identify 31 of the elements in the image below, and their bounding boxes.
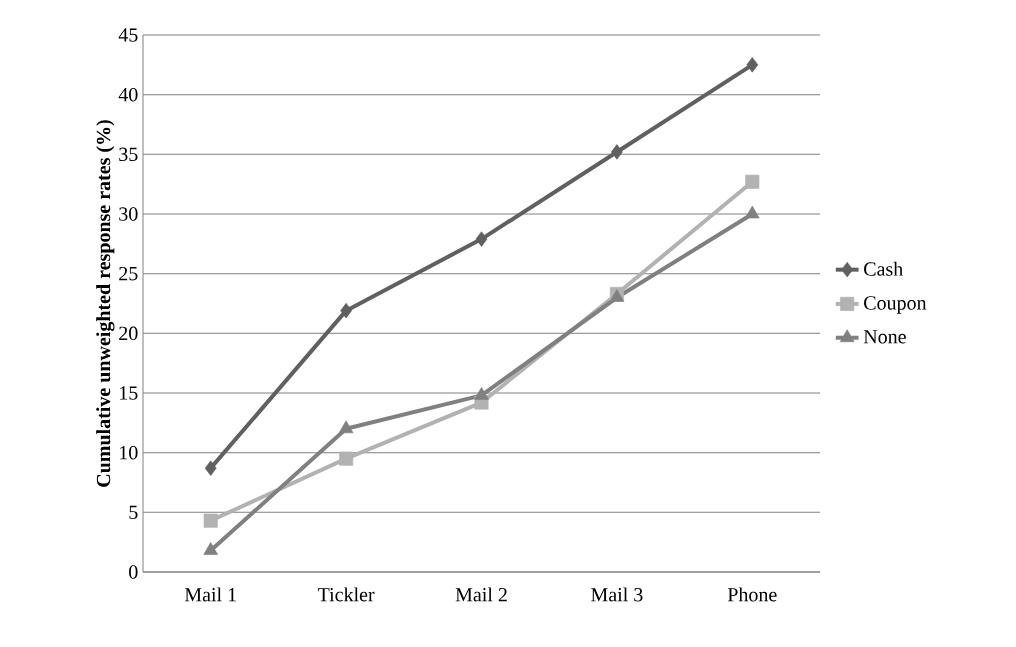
point [474,387,489,400]
point [339,451,354,466]
point [746,57,759,73]
point [340,302,352,319]
legend-label: Coupon [864,296,927,314]
point [338,420,354,434]
y-tick-label: 15 [120,386,138,400]
x-tick-label: Mail 3 [591,587,643,602]
point [203,513,218,528]
x-tick-label: Mail 1 [184,587,236,602]
y-tick-label: 25 [119,266,138,281]
point [745,205,760,219]
y-tick-label: 20 [119,326,138,341]
x-tick-label: Mail 2 [455,587,507,602]
x-tick-label: Phone [727,587,777,602]
y-tick-label: 0 [129,565,138,579]
point [203,542,218,555]
y-axis-title: Cumulative unweighted response rates (%) [96,120,115,487]
point [745,174,760,189]
y-tick-label: 40 [118,87,138,102]
point [204,460,217,476]
point [475,231,488,247]
y-tick-label: 30 [119,207,138,221]
y-tick-label: 10 [120,445,138,460]
legend-label: Cash [864,261,903,276]
y-tick-label: 45 [118,28,138,42]
legend-label: None [863,330,906,344]
y-tick-label: 35 [119,147,138,162]
y-tick-label: 5 [129,505,138,519]
point [611,144,623,160]
x-tick-label: Tickler [317,587,375,602]
